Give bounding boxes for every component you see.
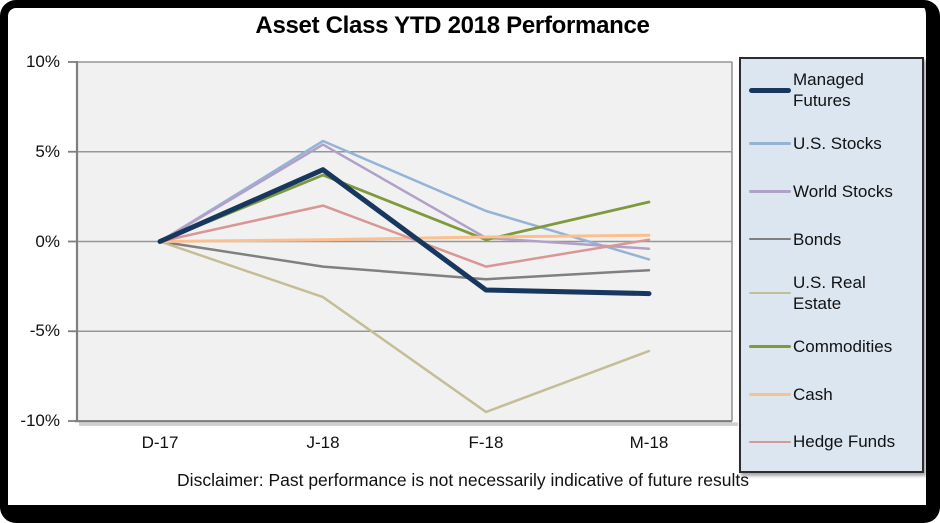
legend-item-u-s-real-estate: U.S. Real Estate bbox=[749, 272, 918, 314]
x-tick-label: D-17 bbox=[141, 433, 179, 452]
legend-item-managed-futures: Managed Futures bbox=[749, 69, 918, 111]
legend-item-bonds: Bonds bbox=[749, 224, 918, 254]
legend-item-u-s-stocks: U.S. Stocks bbox=[749, 129, 918, 159]
legend-swatch-commodities bbox=[749, 345, 791, 348]
series-line-managed-futures bbox=[157, 167, 652, 297]
legend-label: Cash bbox=[793, 384, 833, 404]
legend-swatch-u-s-real-estate bbox=[749, 291, 791, 295]
y-tick-label: -5% bbox=[29, 321, 60, 341]
legend-label: Hedge Funds bbox=[793, 432, 896, 452]
series-line-cash bbox=[158, 233, 651, 243]
plot-shadow bbox=[79, 422, 738, 426]
disclaimer-text: Disclaimer: Past performance is not nece… bbox=[177, 470, 749, 490]
legend-label: Commodities bbox=[793, 337, 893, 357]
legend-swatch-hedge-funds bbox=[749, 440, 791, 444]
legend-item-cash: Cash bbox=[749, 379, 918, 409]
legend-item-commodities: Commodities bbox=[749, 332, 918, 362]
series-line-bonds bbox=[158, 240, 651, 281]
legend-swatch-world-stocks bbox=[749, 190, 791, 193]
chart-title: Asset Class YTD 2018 Performance bbox=[255, 12, 650, 39]
series-line-world-stocks bbox=[158, 143, 651, 250]
series-line-u-s-real-estate bbox=[158, 240, 651, 414]
y-tick-label: 0% bbox=[35, 231, 60, 251]
legend-item-world-stocks: World Stocks bbox=[749, 176, 918, 206]
y-tick-label: 5% bbox=[35, 141, 60, 161]
x-tick-label: F-18 bbox=[468, 433, 504, 452]
legend-swatch-u-s-stocks bbox=[749, 142, 791, 145]
legend-label: Managed Futures bbox=[793, 70, 864, 110]
legend: Managed Futures U.S. Stocks World Stocks Bo… bbox=[739, 57, 924, 473]
x-tick-label: M-18 bbox=[629, 433, 669, 452]
legend-item-hedge-funds: Hedge Funds bbox=[749, 427, 918, 457]
y-tick-label: 10% bbox=[25, 52, 60, 71]
legend-label: U.S. Stocks bbox=[793, 134, 882, 154]
legend-label: U.S. Real Estate bbox=[793, 272, 866, 313]
legend-swatch-managed-futures bbox=[749, 87, 791, 93]
legend-swatch-bonds bbox=[749, 237, 791, 241]
legend-swatch-cash bbox=[749, 392, 791, 396]
y-tick-label: -10% bbox=[20, 411, 60, 430]
x-tick-label: J-18 bbox=[306, 433, 340, 452]
series-line-hedge-funds bbox=[158, 204, 651, 268]
legend-label: Bonds bbox=[793, 229, 842, 249]
legend-label: World Stocks bbox=[793, 181, 893, 201]
